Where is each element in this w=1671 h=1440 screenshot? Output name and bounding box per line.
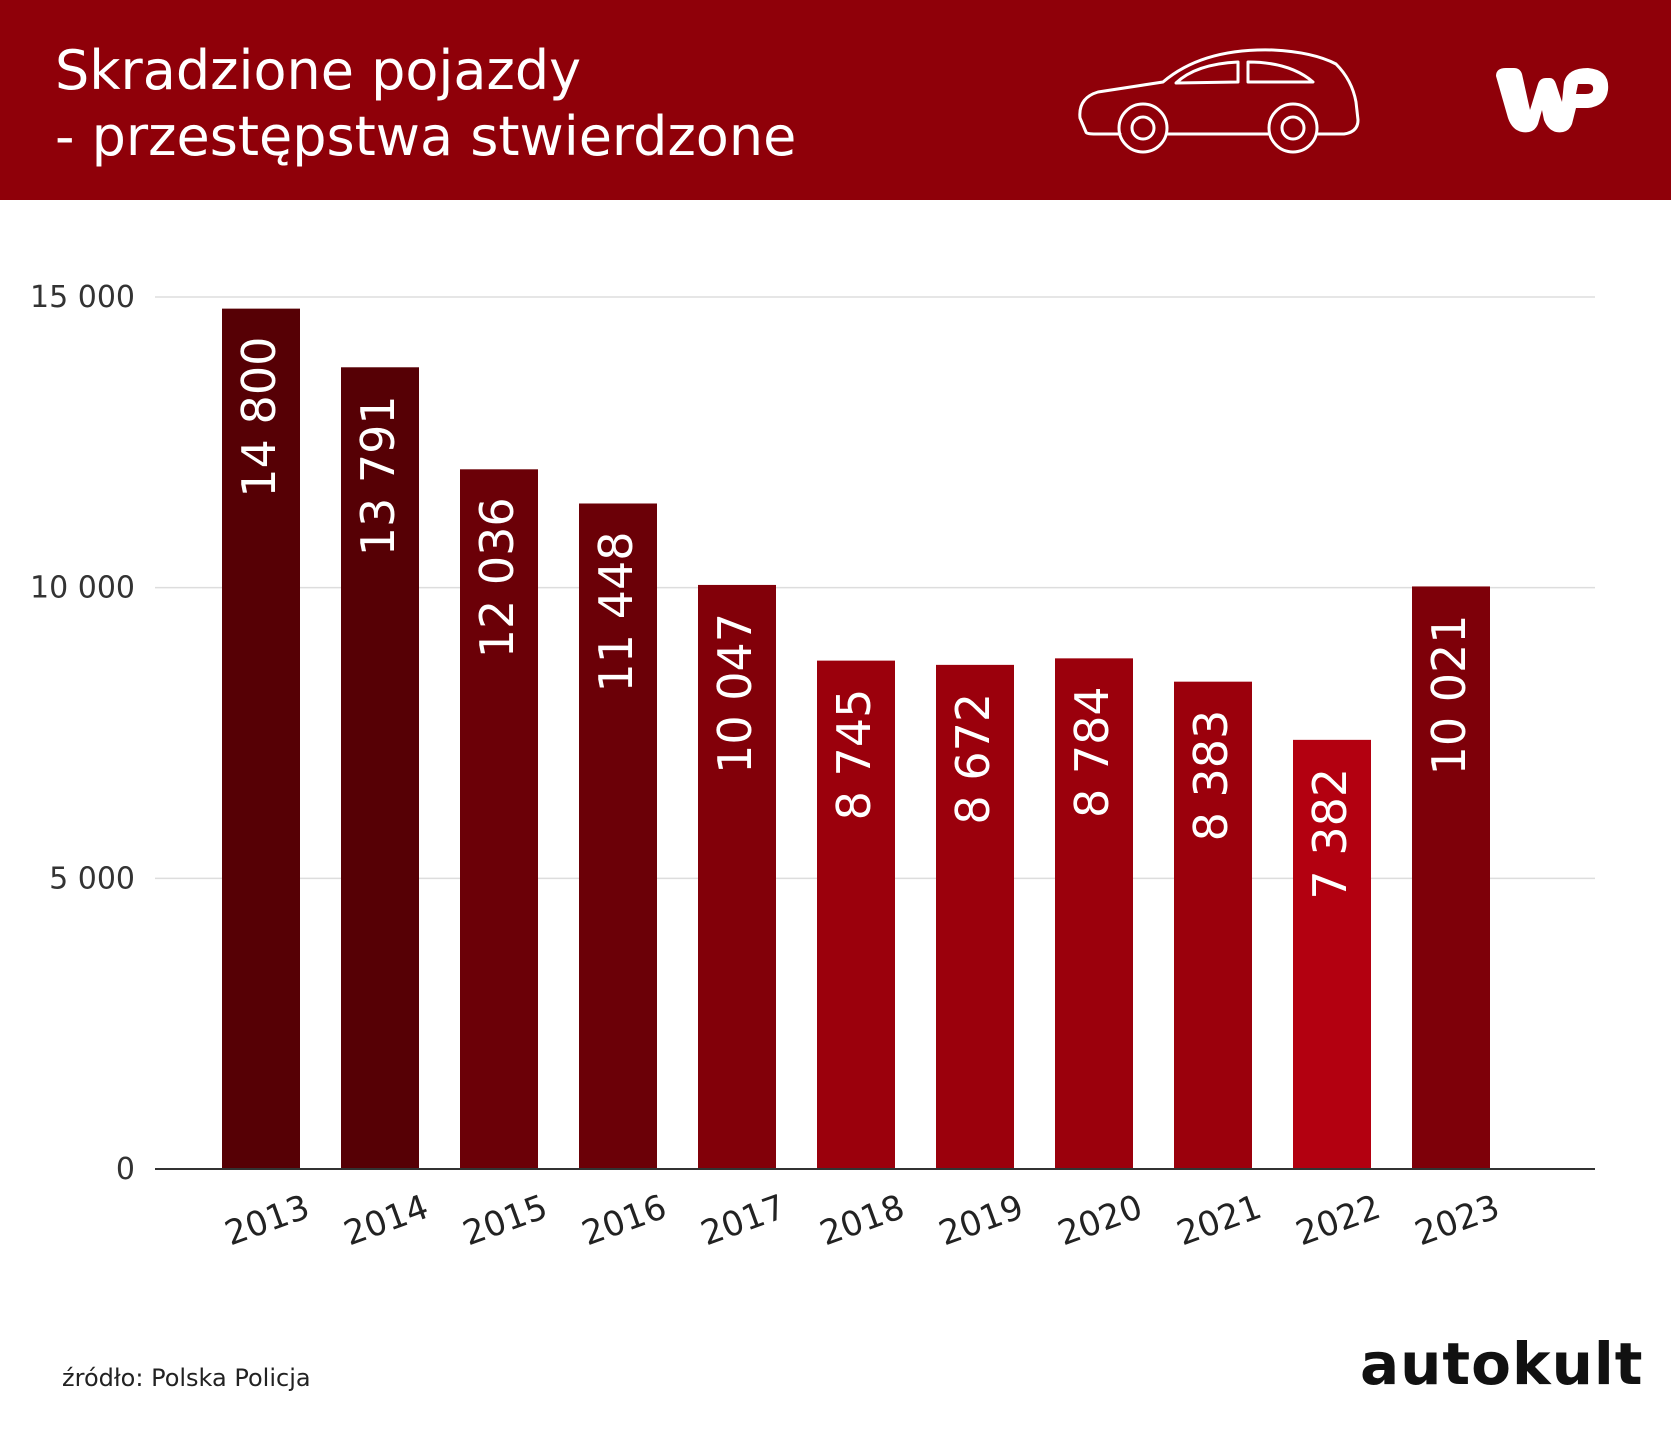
value-label-2018: 8 745 [827, 689, 881, 821]
bar-2016 [579, 503, 657, 1169]
value-label-2017: 10 047 [708, 613, 762, 774]
bar-2023 [1412, 586, 1490, 1169]
header-banner: Skradzione pojazdy - przestępstwa stwier… [0, 0, 1671, 200]
bar-2017 [698, 584, 776, 1169]
title-line-1: Skradzione pojazdy [55, 39, 582, 102]
source-note: źródło: Polska Policja [62, 1364, 311, 1392]
brand-logo: autokult [1360, 1330, 1644, 1398]
y-tick-label: 15 000 [30, 280, 135, 315]
x-tick-label-2014: 2014 [339, 1187, 434, 1254]
bar-2020 [1055, 658, 1133, 1169]
y-tick-label: 0 [116, 1152, 135, 1187]
x-tick-label-2013: 2013 [220, 1187, 315, 1254]
title-line-2: - przestępstwa stwierdzone [55, 105, 797, 168]
bar-2022 [1293, 739, 1371, 1169]
car-icon [1078, 48, 1360, 154]
x-axis-ticks: 2013 2014 2015 2016 2017 2018 2019 2020 2021 2022… [220, 1187, 1505, 1254]
bar-2021 [1174, 681, 1252, 1169]
value-label-2013: 14 800 [232, 337, 286, 498]
wp-logo [1496, 68, 1609, 133]
bars [222, 308, 1490, 1169]
bar-2014 [341, 367, 419, 1169]
value-labels: 14 800 13 791 12 036 11 448 10 047 8 745 8 672… [232, 337, 1476, 900]
value-label-2021: 8 383 [1184, 710, 1238, 842]
x-tick-label-2016: 2016 [577, 1187, 672, 1254]
x-tick-label-2023: 2023 [1410, 1187, 1505, 1254]
x-tick-label-2020: 2020 [1053, 1187, 1148, 1254]
bar-2019 [936, 664, 1014, 1169]
bar-2015 [460, 469, 538, 1169]
value-label-2023: 10 021 [1422, 614, 1476, 775]
x-tick-label-2015: 2015 [458, 1187, 553, 1254]
value-label-2015: 12 036 [470, 497, 524, 658]
x-tick-label-2017: 2017 [696, 1187, 791, 1254]
x-tick-label-2019: 2019 [934, 1187, 1029, 1254]
y-tick-label: 10 000 [30, 571, 135, 606]
page-title: Skradzione pojazdy - przestępstwa stwier… [55, 38, 796, 170]
x-tick-label-2022: 2022 [1291, 1187, 1386, 1254]
value-label-2022: 7 382 [1303, 768, 1357, 900]
bar-2018 [817, 660, 895, 1169]
y-axis-ticks: 0 5 000 10 000 15 000 [30, 280, 135, 1187]
y-tick-label: 5 000 [49, 861, 135, 896]
value-label-2016: 11 448 [589, 531, 643, 692]
x-tick-label-2021: 2021 [1172, 1187, 1267, 1254]
x-tick-label-2018: 2018 [815, 1187, 910, 1254]
value-label-2019: 8 672 [946, 693, 1000, 825]
value-label-2020: 8 784 [1065, 686, 1119, 818]
value-label-2014: 13 791 [351, 395, 405, 556]
bar-chart: 0 5 000 10 000 15 000 14 800 13 791 12 036 11 … [30, 280, 1595, 1254]
bar-2013 [222, 308, 300, 1169]
